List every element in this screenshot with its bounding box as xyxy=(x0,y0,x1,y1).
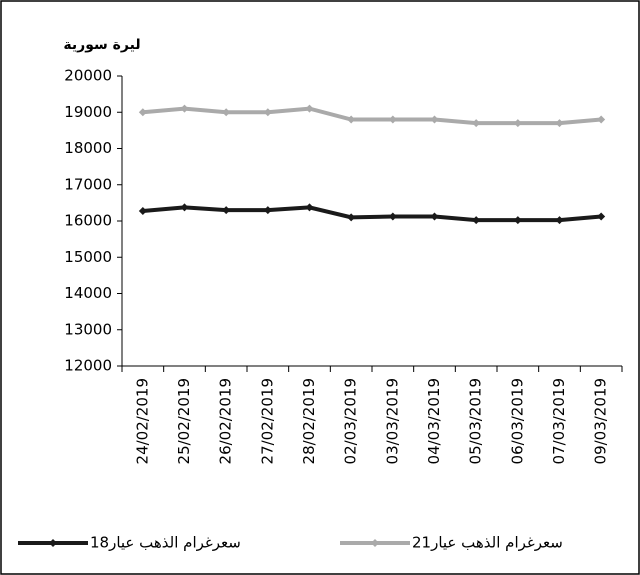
y-tick-label: 12000 xyxy=(64,357,112,375)
point-marker xyxy=(430,115,439,124)
y-tick-label: 18000 xyxy=(64,139,112,157)
point-marker xyxy=(388,212,397,221)
point-marker xyxy=(222,108,231,117)
point-marker xyxy=(388,115,397,124)
point-marker xyxy=(263,206,272,215)
y-tick-label: 17000 xyxy=(64,175,112,193)
y-tick-label: 16000 xyxy=(64,212,112,230)
x-tick-label: 02/03/2019 xyxy=(342,378,360,464)
legend-marker xyxy=(371,539,379,547)
x-tick-label: 07/03/2019 xyxy=(550,378,568,464)
y-tick-label: 20000 xyxy=(64,67,112,85)
point-marker xyxy=(555,119,564,128)
point-marker xyxy=(180,203,189,212)
point-marker xyxy=(180,104,189,113)
point-marker xyxy=(472,119,481,128)
legend-label: سعرغرام الذهب عيار18 xyxy=(90,534,241,552)
y-tick-label: 14000 xyxy=(64,284,112,302)
point-marker xyxy=(347,213,356,222)
x-tick-label: 26/02/2019 xyxy=(217,378,235,464)
series-line xyxy=(142,106,602,126)
point-marker xyxy=(430,212,439,221)
legend-marker xyxy=(49,539,57,547)
legend-label: سعرغرام الذهب عيار21 xyxy=(412,534,563,552)
point-marker xyxy=(597,115,606,124)
point-marker xyxy=(138,207,147,216)
y-tick-label: 19000 xyxy=(64,103,112,121)
point-marker xyxy=(305,104,314,113)
x-tick-label: 06/03/2019 xyxy=(508,378,526,464)
x-tick-label: 03/03/2019 xyxy=(383,378,401,464)
point-marker xyxy=(347,115,356,124)
point-marker xyxy=(305,203,314,212)
series-line xyxy=(142,205,602,223)
point-marker xyxy=(513,216,522,225)
point-marker xyxy=(472,216,481,225)
point-marker xyxy=(513,119,522,128)
x-tick-label: 04/03/2019 xyxy=(425,378,443,464)
y-tick-label: 13000 xyxy=(64,320,112,338)
x-tick-label: 09/03/2019 xyxy=(592,378,610,464)
x-tick-label: 28/02/2019 xyxy=(300,378,318,464)
point-marker xyxy=(138,108,147,117)
x-tick-label: 24/02/2019 xyxy=(133,378,151,464)
point-marker xyxy=(222,206,231,215)
point-marker xyxy=(555,216,564,225)
y-tick-label: 15000 xyxy=(64,248,112,266)
point-marker xyxy=(597,212,606,221)
x-tick-label: 25/02/2019 xyxy=(175,378,193,464)
y-axis-label: ليرة سورية xyxy=(63,37,140,53)
x-tick-label: 27/02/2019 xyxy=(258,378,276,464)
x-tick-label: 05/03/2019 xyxy=(467,378,485,464)
point-marker xyxy=(263,108,272,117)
